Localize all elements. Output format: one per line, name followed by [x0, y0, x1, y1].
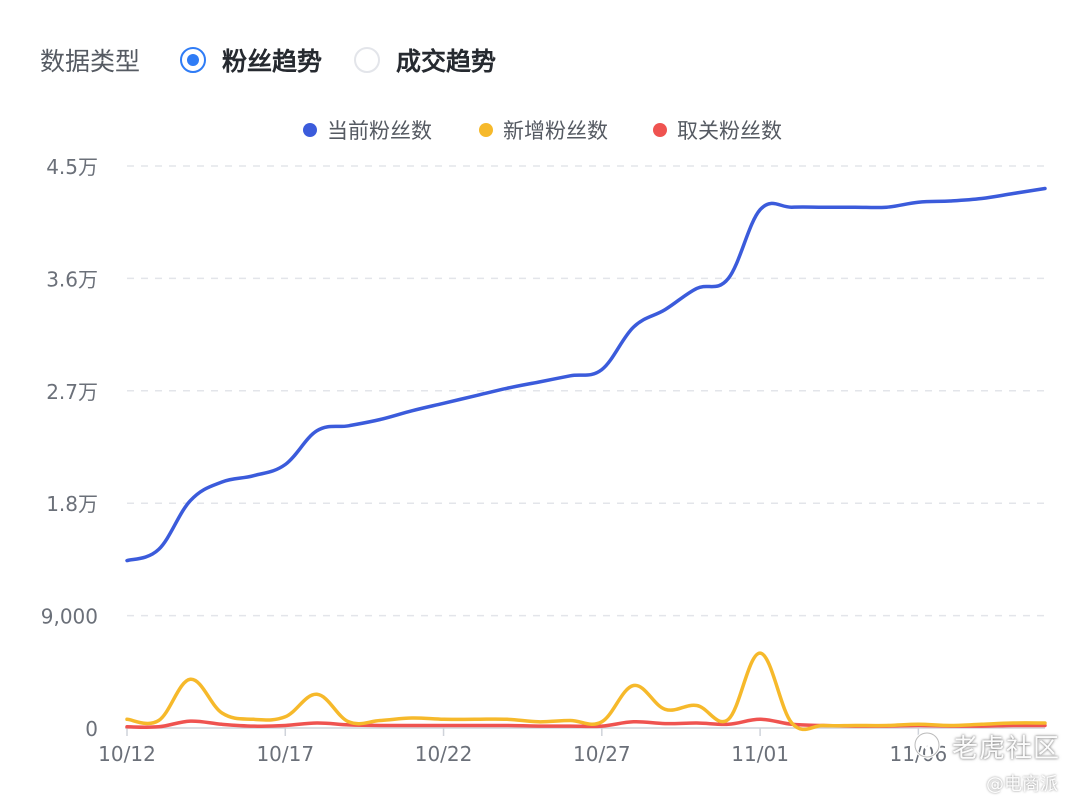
y-tick-label: 4.5万 — [46, 155, 98, 179]
x-tick-label: 10/12 — [98, 742, 156, 766]
data-type-selector: 数据类型 粉丝趋势 成交趋势 — [40, 34, 528, 86]
grid-lines — [127, 165, 1045, 617]
radio-deal-trend-label: 成交趋势 — [396, 47, 497, 76]
series-line-1 — [125, 651, 1047, 732]
x-tick-label: 10/22 — [415, 742, 473, 766]
radio-checked-icon — [180, 47, 207, 73]
radio-fans-trend-label: 粉丝趋势 — [222, 47, 323, 76]
radio-unchecked-icon — [354, 47, 381, 73]
legend-item-0[interactable]: 当前粉丝数 — [303, 119, 432, 143]
y-tick-label: 2.7万 — [46, 380, 98, 404]
y-axis-ticks: 0 9,000 1.8万 2.7万 3.6万 4.5万 — [41, 155, 98, 741]
data-type-label: 数据类型 — [40, 47, 141, 76]
series-lines — [125, 186, 1047, 732]
legend: 当前粉丝数 新增粉丝数 取关粉丝数 — [303, 119, 782, 143]
tiger-logo-icon — [913, 731, 941, 759]
x-axis: 10/12 10/17 10/22 10/27 11/01 11/06 — [98, 727, 1045, 766]
legend-dot-icon — [303, 123, 317, 137]
x-tick-label: 11/01 — [731, 742, 789, 766]
legend-label: 当前粉丝数 — [327, 119, 432, 143]
x-tick-label: 10/17 — [256, 742, 314, 766]
legend-item-2[interactable]: 取关粉丝数 — [653, 119, 782, 143]
legend-item-1[interactable]: 新增粉丝数 — [479, 119, 608, 143]
legend-label: 取关粉丝数 — [677, 119, 782, 143]
watermark-sub: @电商派 — [986, 774, 1058, 795]
y-tick-label: 3.6万 — [46, 267, 98, 291]
watermark-main: 老虎社区 — [952, 734, 1061, 764]
series-line-0 — [125, 186, 1047, 563]
y-tick-label: 0 — [85, 717, 98, 741]
legend-dot-icon — [653, 123, 667, 137]
radio-deal-trend[interactable]: 成交趋势 — [354, 42, 496, 78]
legend-label: 新增粉丝数 — [503, 119, 608, 143]
y-tick-label: 1.8万 — [46, 492, 98, 516]
radio-fans-trend[interactable]: 粉丝趋势 — [180, 42, 322, 78]
legend-dot-icon — [479, 123, 493, 137]
y-tick-label: 9,000 — [41, 605, 98, 629]
x-tick-label: 10/27 — [573, 742, 631, 766]
